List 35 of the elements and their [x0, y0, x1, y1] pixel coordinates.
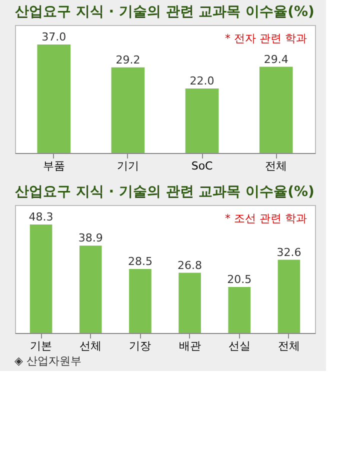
x-tick-label: SoC [191, 160, 214, 172]
bar [37, 44, 71, 153]
x-tick-label: 부품 [42, 160, 65, 172]
x-tick-label: 기장 [129, 340, 152, 352]
x-tick-label: 기기 [116, 160, 139, 172]
data-label: 22.0 [190, 74, 214, 88]
bar [228, 286, 251, 333]
x-tick-label: 기본 [30, 340, 52, 352]
data-label: 32.6 [276, 246, 302, 259]
x-tick-label: 전체 [278, 340, 300, 352]
data-label: 48.3 [28, 210, 54, 224]
bar [30, 224, 52, 333]
bar [111, 67, 145, 153]
data-label: 29.2 [116, 53, 140, 66]
annotation: * 전자 관련 학과 [225, 32, 307, 45]
chart-title: 산업요구 지식 · 기술의 관련 교과목 이수율(%) [15, 4, 314, 20]
data-label: 37.0 [42, 30, 66, 44]
data-label: 26.8 [178, 258, 202, 272]
bar [178, 272, 201, 333]
x-tick-label: 전체 [265, 160, 288, 172]
annotation: * 조선 관련 학과 [225, 212, 307, 225]
bar [259, 66, 293, 153]
data-label: 20.5 [227, 272, 252, 286]
bar [278, 260, 300, 333]
text: ◈ 산업자원부 [14, 354, 82, 368]
data-label: 28.5 [128, 254, 152, 268]
data-label: 29.4 [264, 52, 288, 66]
bar [129, 268, 152, 333]
data-label: 38.9 [78, 232, 103, 245]
x-tick-label: 배관 [178, 340, 201, 352]
x-tick-label: 선체 [80, 340, 102, 352]
bar [79, 246, 102, 333]
bar [185, 88, 219, 153]
chart-title: 산업요구 지식 · 기술의 관련 교과목 이수율(%) [15, 184, 314, 200]
x-tick-label: 선실 [228, 340, 250, 352]
